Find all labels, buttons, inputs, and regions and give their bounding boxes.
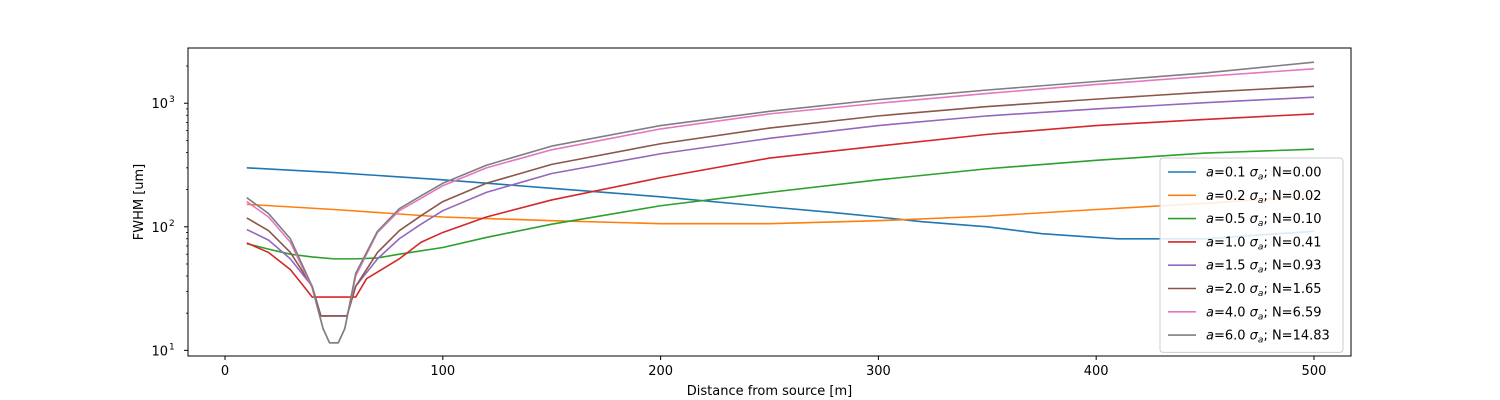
series-line-0 [246, 167, 1315, 240]
legend-box [1159, 157, 1344, 353]
legend-entry-1: a=0.2 σa; N=0.02 [1206, 189, 1322, 206]
x-tick-label: 100 [430, 364, 455, 379]
y-axis-label: FWHM [um] [132, 164, 147, 241]
x-tick-label: 0 [221, 364, 229, 379]
series-layer [246, 61, 1315, 344]
legend: a=0.1 σa; N=0.00 a=0.2 σa; N=0.02 a=0.5 σa… [1159, 157, 1344, 353]
plot-frame [187, 47, 1352, 357]
series-line-5 [246, 85, 1315, 317]
y-tick-label: 10 [151, 221, 168, 236]
series-line-3 [246, 113, 1315, 298]
legend-entry-3: a=1.0 σa; N=0.41 [1206, 235, 1322, 252]
y-tick-exponent: 2 [169, 219, 175, 229]
legend-entry-0: a=0.1 σa; N=0.00 [1206, 166, 1322, 183]
legend-entry-4: a=1.5 σa; N=0.93 [1206, 259, 1322, 276]
series-line-2 [246, 148, 1315, 260]
legend-entry-6: a=4.0 σa; N=6.59 [1206, 305, 1322, 322]
legend-entry-5: a=2.0 σa; N=1.65 [1206, 282, 1322, 299]
y-tick-exponent: 1 [169, 342, 175, 352]
y-tick-label: 10 [151, 97, 168, 112]
series-line-1 [246, 195, 1315, 225]
x-axis-label: Distance from source [m] [687, 384, 852, 399]
y-tick-label: 10 [151, 344, 168, 359]
series-line-7 [246, 61, 1315, 344]
y-tick-exponent: 3 [169, 95, 175, 105]
x-tick-label: 300 [866, 364, 891, 379]
x-tick-label: 400 [1084, 364, 1109, 379]
x-tick-label: 200 [648, 364, 673, 379]
x-tick-label: 500 [1302, 364, 1327, 379]
legend-entry-2: a=0.5 σa; N=0.10 [1206, 212, 1322, 229]
x-axis: 0 100 200 300 400 500 [221, 356, 1327, 379]
legend-entry-7: a=6.0 σa; N=14.83 [1206, 329, 1330, 346]
